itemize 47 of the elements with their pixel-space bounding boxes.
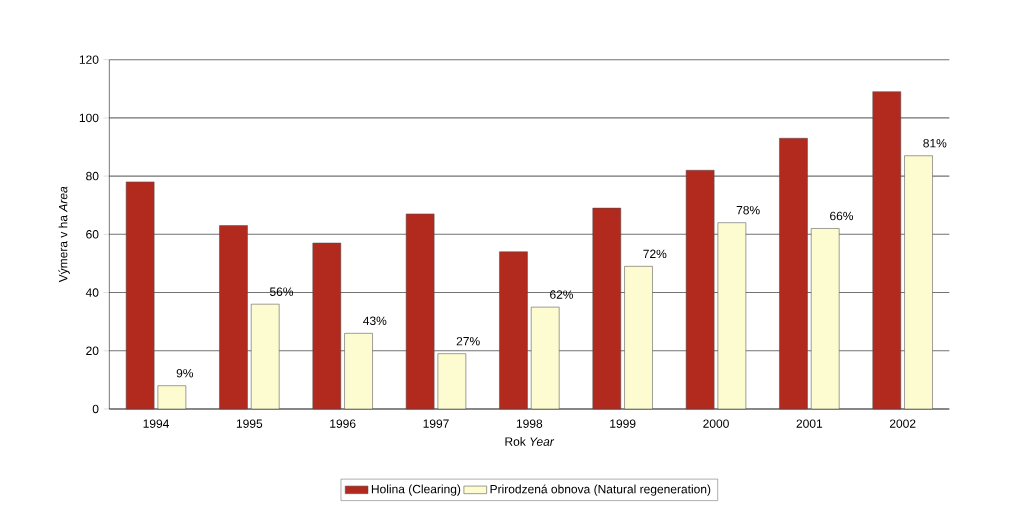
bar	[437, 353, 467, 410]
x-axis-title: Rok Year	[505, 437, 555, 446]
bar	[685, 170, 715, 410]
y-tick-label: 120	[79, 55, 99, 64]
y-tick-label: 40	[85, 288, 99, 297]
bar	[904, 155, 933, 410]
annotation: 9%	[176, 368, 194, 378]
annotation: 72%	[643, 249, 667, 259]
x-tick-label: 1995	[236, 419, 263, 428]
bar	[592, 207, 622, 410]
x-tick-label: 2002	[889, 419, 916, 428]
x-tick-label: 2000	[703, 419, 729, 428]
annotation: 78%	[736, 205, 760, 215]
bar	[219, 225, 248, 410]
y-tick-label: 100	[79, 113, 99, 123]
y-tick-label: 20	[86, 346, 99, 356]
bar	[312, 242, 342, 410]
x-tick-label: 1998	[516, 419, 543, 428]
annotation: 56%	[269, 287, 294, 296]
bar	[624, 266, 653, 410]
y-tick-label: 0	[92, 404, 99, 414]
annotation: 43%	[363, 316, 387, 326]
x-tick-label: 1994	[143, 419, 169, 428]
bar	[530, 306, 560, 410]
annotation: 81%	[923, 138, 947, 148]
x-tick-label: 1997	[423, 419, 449, 428]
bar	[872, 91, 902, 410]
y-tick-label: 60	[86, 230, 99, 239]
legend-label: Prirodzená obnova (Natural regeneration)	[490, 484, 711, 496]
legend-label: Holina (Clearing)	[371, 484, 461, 496]
annotation: 66%	[830, 211, 854, 221]
annotation: 62%	[550, 290, 574, 299]
bar	[250, 303, 280, 410]
bar	[125, 181, 155, 410]
bar	[717, 222, 747, 410]
y-tick-label: 80	[86, 171, 99, 181]
bar	[779, 137, 808, 410]
x-tick-label: 1999	[610, 419, 636, 428]
bar	[499, 251, 528, 410]
x-tick-label: 2001	[796, 419, 823, 428]
annotation: 27%	[456, 336, 480, 346]
bar	[405, 213, 435, 410]
bar	[810, 228, 840, 410]
y-axis-title: Výmera v ha Area	[58, 186, 70, 283]
bar	[157, 385, 187, 410]
bar	[344, 333, 373, 410]
x-tick-label: 1996	[330, 419, 356, 428]
